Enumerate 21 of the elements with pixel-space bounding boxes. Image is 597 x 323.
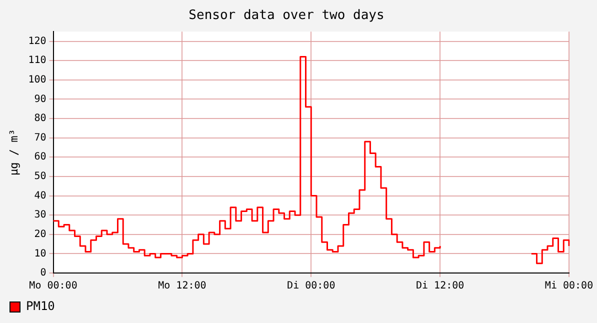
y-axis-title: µg / m³ xyxy=(7,129,20,176)
y-tick-label: 100 xyxy=(28,74,46,86)
x-tick-label: Mo 12:00 xyxy=(158,280,206,292)
y-tick-label: 30 xyxy=(34,210,46,221)
y-tick-label: 90 xyxy=(34,94,46,105)
y-tick-label: 120 xyxy=(28,36,46,47)
x-tick-label: Mi 00:00 xyxy=(544,280,594,292)
x-tick-label: Di 00:00 xyxy=(287,280,336,292)
y-tick-label: 0 xyxy=(40,268,46,279)
y-tick-label: 20 xyxy=(34,228,46,240)
x-tick-label: Di 12:00 xyxy=(416,280,464,292)
y-tick-label: 110 xyxy=(28,55,46,66)
y-tick-label: 60 xyxy=(34,152,46,163)
y-tick-label: 70 xyxy=(34,132,46,144)
legend-label: PM10 xyxy=(26,299,55,314)
chart-title: Sensor data over two days xyxy=(188,8,384,24)
y-tick-label: 50 xyxy=(34,171,46,182)
x-tick-label: Mo 00:00 xyxy=(29,280,78,292)
y-tick-label: 40 xyxy=(34,190,46,202)
y-tick-label: 80 xyxy=(34,113,46,124)
y-tick-label: 10 xyxy=(34,248,46,260)
